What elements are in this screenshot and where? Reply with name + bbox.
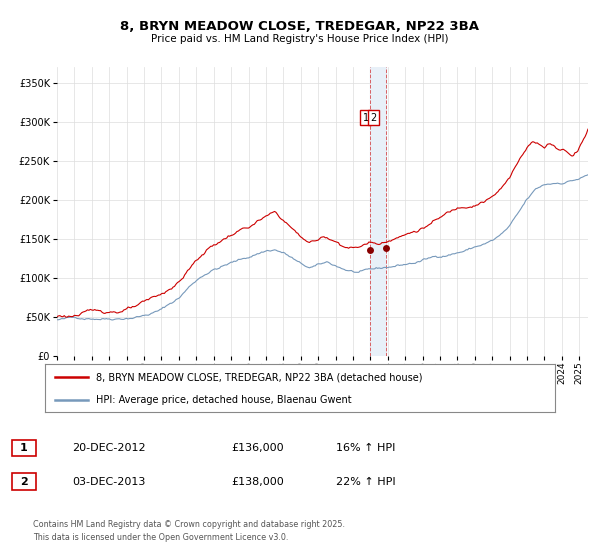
Text: £138,000: £138,000 <box>231 477 284 487</box>
Text: 1: 1 <box>363 113 369 123</box>
Text: Price paid vs. HM Land Registry's House Price Index (HPI): Price paid vs. HM Land Registry's House … <box>151 34 449 44</box>
Text: 1: 1 <box>20 443 28 453</box>
Bar <box>370 67 386 356</box>
Text: 2: 2 <box>371 113 377 123</box>
Text: 2: 2 <box>20 477 28 487</box>
Text: 03-DEC-2013: 03-DEC-2013 <box>72 477 145 487</box>
Text: 20-DEC-2012: 20-DEC-2012 <box>72 443 146 453</box>
Text: 8, BRYN MEADOW CLOSE, TREDEGAR, NP22 3BA (detached house): 8, BRYN MEADOW CLOSE, TREDEGAR, NP22 3BA… <box>96 372 422 382</box>
Text: Contains HM Land Registry data © Crown copyright and database right 2025.
This d: Contains HM Land Registry data © Crown c… <box>33 520 345 542</box>
Text: 8, BRYN MEADOW CLOSE, TREDEGAR, NP22 3BA: 8, BRYN MEADOW CLOSE, TREDEGAR, NP22 3BA <box>121 20 479 34</box>
Text: HPI: Average price, detached house, Blaenau Gwent: HPI: Average price, detached house, Blae… <box>96 395 352 405</box>
Text: £136,000: £136,000 <box>231 443 284 453</box>
Text: 16% ↑ HPI: 16% ↑ HPI <box>336 443 395 453</box>
Text: 22% ↑ HPI: 22% ↑ HPI <box>336 477 395 487</box>
